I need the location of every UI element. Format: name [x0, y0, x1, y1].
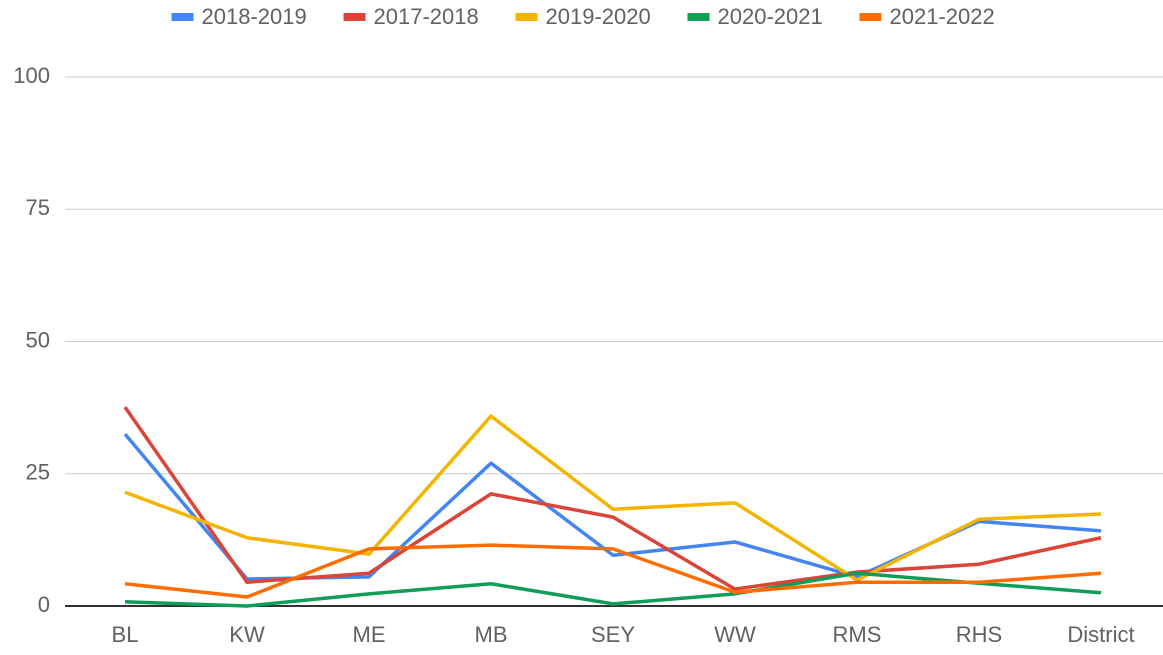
legend-swatch	[859, 13, 882, 21]
y-tick-label: 0	[38, 592, 50, 617]
y-tick-label: 75	[26, 195, 50, 220]
x-tick-label: ME	[353, 622, 386, 647]
line-series	[123, 432, 1102, 581]
legend-label: 2021-2022	[890, 4, 995, 29]
line-series	[124, 571, 1102, 608]
line-series	[124, 414, 1102, 582]
line-series	[123, 406, 1102, 591]
legend-swatch	[687, 13, 710, 21]
x-tick-label: District	[1067, 622, 1134, 647]
legend-label: 2017-2018	[374, 4, 479, 29]
line-series	[124, 543, 1102, 599]
x-tick-label: RHS	[956, 622, 1002, 647]
x-tick-label: KW	[229, 622, 265, 647]
legend-swatch	[343, 13, 366, 21]
x-tick-label: BL	[112, 622, 139, 647]
legend-swatch	[515, 13, 538, 21]
y-tick-label: 50	[26, 327, 50, 352]
x-tick-label: MB	[475, 622, 508, 647]
legend-swatch	[171, 13, 194, 21]
x-tick-label: RMS	[833, 622, 882, 647]
legend-label: 2018-2019	[202, 4, 307, 29]
x-tick-label: SEY	[591, 622, 635, 647]
legend-label: 2019-2020	[546, 4, 651, 29]
x-tick-label: WW	[714, 622, 756, 647]
y-tick-label: 25	[26, 460, 50, 485]
legend-label: 2020-2021	[718, 4, 823, 29]
y-tick-label: 100	[13, 63, 50, 88]
